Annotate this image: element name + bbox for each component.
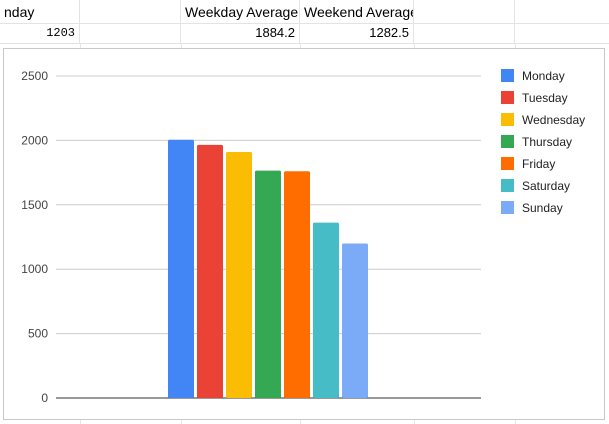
y-tick-label: 2500 [21,69,48,83]
cell-header-5[interactable] [414,0,515,23]
header-row: nday Weekday Average Weekend Average [0,0,609,24]
cell-value-weekend-average[interactable]: 1282.5 [300,23,414,43]
legend-swatch-friday [501,157,514,170]
bar-friday[interactable] [284,171,310,398]
embedded-chart[interactable]: 0 500 1000 1500 2000 2500 Monday Tuesday Wednes… [3,48,605,420]
cell-value-weekday-average[interactable]: 1884.2 [181,23,300,43]
cell-value-6[interactable] [515,23,609,43]
cell-header-weekday-average[interactable]: Weekday Average [181,0,300,23]
cell-value-1[interactable]: 1203 [0,23,80,43]
bars [168,139,368,399]
bar-monday[interactable] [168,139,194,399]
cell-header-weekend-average[interactable]: Weekend Average [300,0,414,23]
cell-value-5[interactable] [414,23,515,43]
cell-header-6[interactable] [515,0,609,23]
value-row: 1203 1884.2 1282.5 [0,23,609,44]
legend: Monday Tuesday Wednesday Thursday Friday Satu… [501,69,585,215]
legend-label-friday[interactable]: Friday [522,157,555,171]
legend-label-saturday[interactable]: Saturday [522,179,570,193]
legend-label-tuesday[interactable]: Tuesday [522,91,568,105]
y-tick-label: 1000 [21,262,48,276]
bar-thursday[interactable] [255,170,281,398]
y-tick-label: 1500 [21,198,48,212]
y-axis-ticks: 0 500 1000 1500 2000 2500 [21,69,48,405]
bar-chart: 0 500 1000 1500 2000 2500 Monday Tuesday Wednes… [21,69,585,405]
bar-wednesday[interactable] [226,151,252,398]
legend-label-thursday[interactable]: Thursday [522,135,572,149]
legend-swatch-tuesday [501,91,514,104]
legend-swatch-monday [501,69,514,82]
cell-header-2[interactable] [80,0,181,23]
legend-swatch-thursday [501,135,514,148]
legend-swatch-wednesday [501,113,514,126]
bar-sunday[interactable] [342,243,368,398]
y-tick-label: 2000 [21,133,48,147]
y-tick-label: 0 [41,391,48,405]
bar-saturday[interactable] [313,222,339,398]
legend-label-wednesday[interactable]: Wednesday [522,113,585,127]
cell-header-1[interactable]: nday [0,0,80,23]
bar-tuesday[interactable] [197,144,223,398]
y-tick-label: 500 [28,327,48,341]
legend-swatch-sunday [501,201,514,214]
legend-label-sunday[interactable]: Sunday [522,201,563,215]
cell-value-2[interactable] [80,23,181,43]
legend-swatch-saturday [501,179,514,192]
legend-label-monday[interactable]: Monday [522,69,565,83]
